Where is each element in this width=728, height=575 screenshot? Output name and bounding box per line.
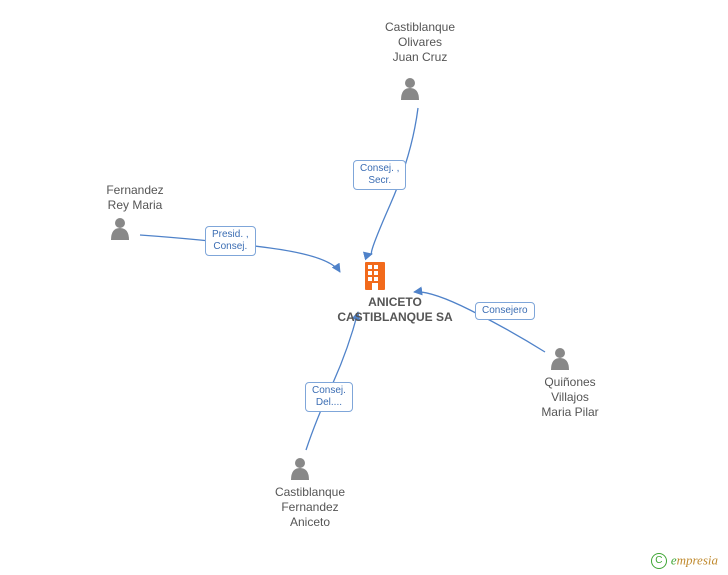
watermark-symbol: C bbox=[651, 553, 667, 569]
person-label-p3: Castiblanque Fernandez Aniceto bbox=[265, 485, 355, 530]
edge-label-p2: Presid. , Consej. bbox=[205, 226, 256, 256]
company-label: ANICETO CASTIBLANQUE SA bbox=[330, 295, 460, 325]
watermark: Cempresia bbox=[651, 552, 718, 569]
edge-label-p1: Consej. , Secr. bbox=[353, 160, 406, 190]
person-icon-p2[interactable] bbox=[111, 218, 129, 240]
person-label-p2: Fernandez Rey Maria bbox=[95, 183, 175, 213]
person-icon-p3[interactable] bbox=[291, 458, 309, 480]
edge-p3 bbox=[306, 312, 358, 450]
watermark-brand: empresia bbox=[671, 553, 718, 568]
person-icon-p4[interactable] bbox=[551, 348, 569, 370]
diagram-canvas bbox=[0, 0, 728, 575]
person-label-p4: Quiñones Villajos Maria Pilar bbox=[530, 375, 610, 420]
person-label-p1: Castiblanque Olivares Juan Cruz bbox=[375, 20, 465, 65]
company-icon[interactable] bbox=[365, 262, 385, 290]
person-icon-p1[interactable] bbox=[401, 78, 419, 100]
edge-label-p3: Consej. Del.... bbox=[305, 382, 353, 412]
edge-label-p4: Consejero bbox=[475, 302, 535, 320]
